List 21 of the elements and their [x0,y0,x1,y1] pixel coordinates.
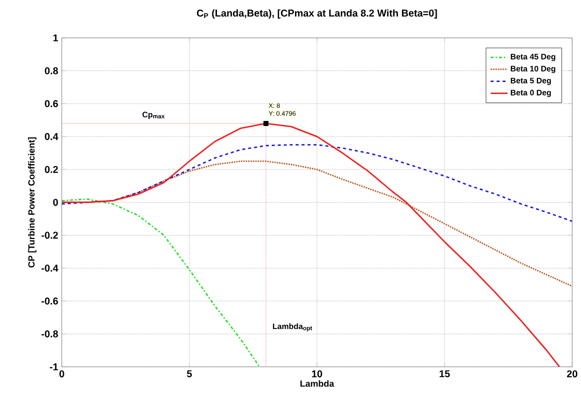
y-tick-label: -1 [50,364,58,370]
y-tick-label: -0.8 [42,330,58,338]
line-series [62,144,572,222]
x-tick-label: 0 [59,370,64,378]
y-tick-label: -0.2 [42,232,58,239]
x-tick-label: 20 [566,370,578,378]
y-tick-label: 0.2 [44,166,58,174]
y-tick-label: 0 [53,198,58,206]
x-tick-label: 15 [440,370,450,378]
x-axis-title: Lambda [300,380,334,387]
y-tick-label: 1 [53,34,58,42]
y-tick-label: 0.8 [44,67,58,74]
line-series [62,198,260,367]
chart-title: C$_{P}$ (Landa,Beta), [CPmax at Landa 8.2 With Beta=0] [196,9,437,19]
x-tick-label: 10 [312,370,322,378]
y-axis-title: CP [Turbine Power Coefficient] [28,138,36,268]
y-tick-label: -0.6 [42,298,58,305]
x-tick-label: 5 [186,370,192,378]
y-tick-label: 0.6 [44,100,58,108]
y-tick-label: 0.4 [44,133,58,140]
y-tick-label: -0.4 [42,264,58,272]
